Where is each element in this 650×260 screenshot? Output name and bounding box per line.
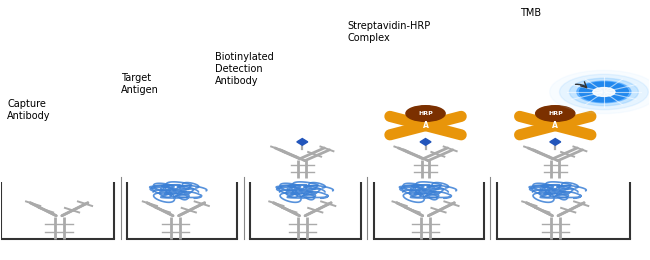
Circle shape: [560, 74, 648, 110]
Circle shape: [577, 81, 631, 103]
Text: HRP: HRP: [418, 111, 433, 116]
Text: TMB: TMB: [519, 9, 541, 18]
Polygon shape: [297, 139, 308, 145]
Text: A: A: [552, 121, 558, 130]
Text: Target
Antigen: Target Antigen: [121, 73, 159, 95]
Text: Streptavidin-HRP
Complex: Streptavidin-HRP Complex: [348, 21, 431, 43]
Text: HRP: HRP: [548, 111, 563, 116]
Circle shape: [569, 78, 638, 106]
Polygon shape: [550, 139, 561, 145]
Text: Capture
Antibody: Capture Antibody: [7, 99, 51, 121]
Circle shape: [593, 88, 615, 96]
Circle shape: [406, 106, 445, 121]
Circle shape: [579, 82, 629, 102]
Polygon shape: [420, 139, 431, 145]
Circle shape: [550, 70, 650, 114]
Text: Biotinylated
Detection
Antibody: Biotinylated Detection Antibody: [214, 53, 274, 86]
Circle shape: [536, 106, 575, 121]
Text: A: A: [422, 121, 428, 130]
